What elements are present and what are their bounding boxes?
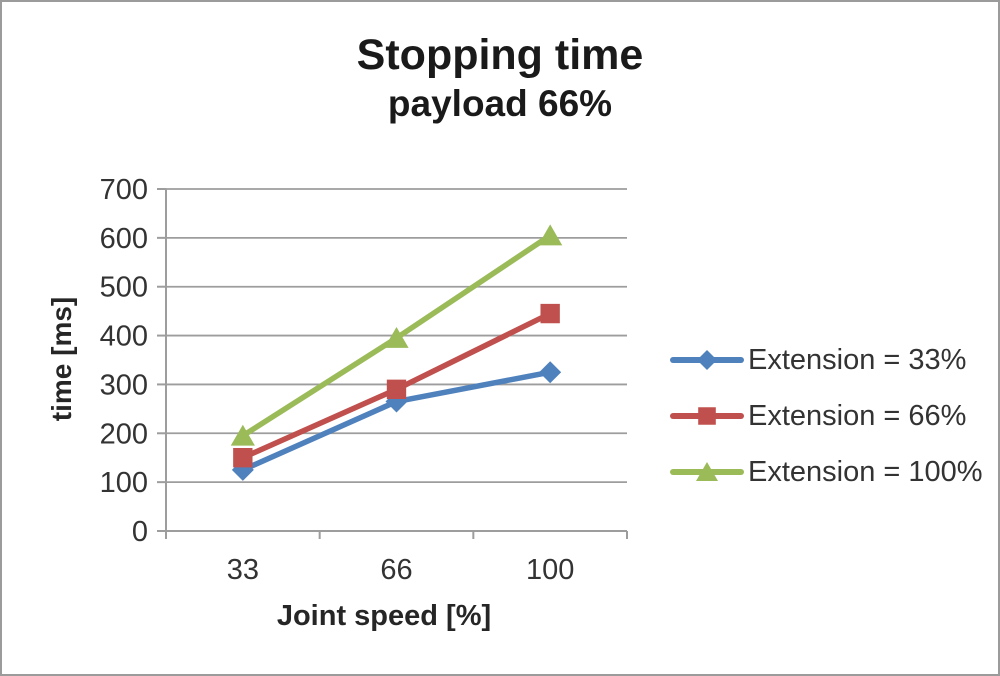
x-tick-label: 33 (227, 554, 259, 586)
chart-title: Stopping time (356, 31, 644, 79)
triangle-marker-icon (538, 224, 563, 246)
legend-item: Extension = 33% (670, 332, 983, 388)
legend-item: Extension = 66% (670, 388, 983, 444)
legend-marker-diamond-icon (670, 350, 744, 370)
y-axis-title: time [ms] (46, 296, 77, 422)
y-tick-label: 600 (100, 223, 148, 255)
y-tick-label: 500 (100, 272, 148, 304)
diamond-marker-icon (539, 361, 562, 384)
chart-title-block: Stopping time payload 66% (2, 31, 998, 125)
y-tick-label: 200 (100, 418, 148, 450)
y-tick-label: 700 (100, 174, 148, 206)
legend-marker-square-icon (670, 407, 744, 425)
y-tick-label: 0 (132, 516, 148, 548)
x-tick-label: 66 (380, 554, 412, 586)
square-marker-icon (540, 303, 560, 324)
legend: Extension = 33% Extension = 66% Extension … (670, 332, 983, 500)
square-marker-icon (233, 448, 253, 468)
legend-label: Extension = 100% (748, 455, 983, 488)
legend-item: Extension = 100% (670, 444, 983, 500)
x-axis-title: Joint speed [%] (276, 600, 492, 632)
square-marker-icon (386, 379, 407, 399)
y-tick-label: 100 (100, 467, 148, 499)
triangle-marker-icon (230, 424, 255, 446)
legend-label: Extension = 33% (748, 343, 967, 376)
chart-subtitle: payload 66% (387, 83, 613, 125)
legend-marker-triangle-icon (670, 462, 744, 481)
y-tick-label: 300 (100, 369, 148, 401)
triangle-marker-icon (384, 327, 409, 348)
y-tick-label: 400 (100, 321, 148, 353)
x-tick-label: 100 (526, 554, 574, 586)
legend-label: Extension = 66% (748, 399, 967, 432)
